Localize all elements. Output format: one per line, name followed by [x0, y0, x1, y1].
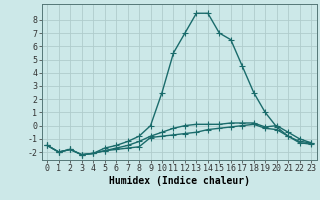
- X-axis label: Humidex (Indice chaleur): Humidex (Indice chaleur): [109, 176, 250, 186]
